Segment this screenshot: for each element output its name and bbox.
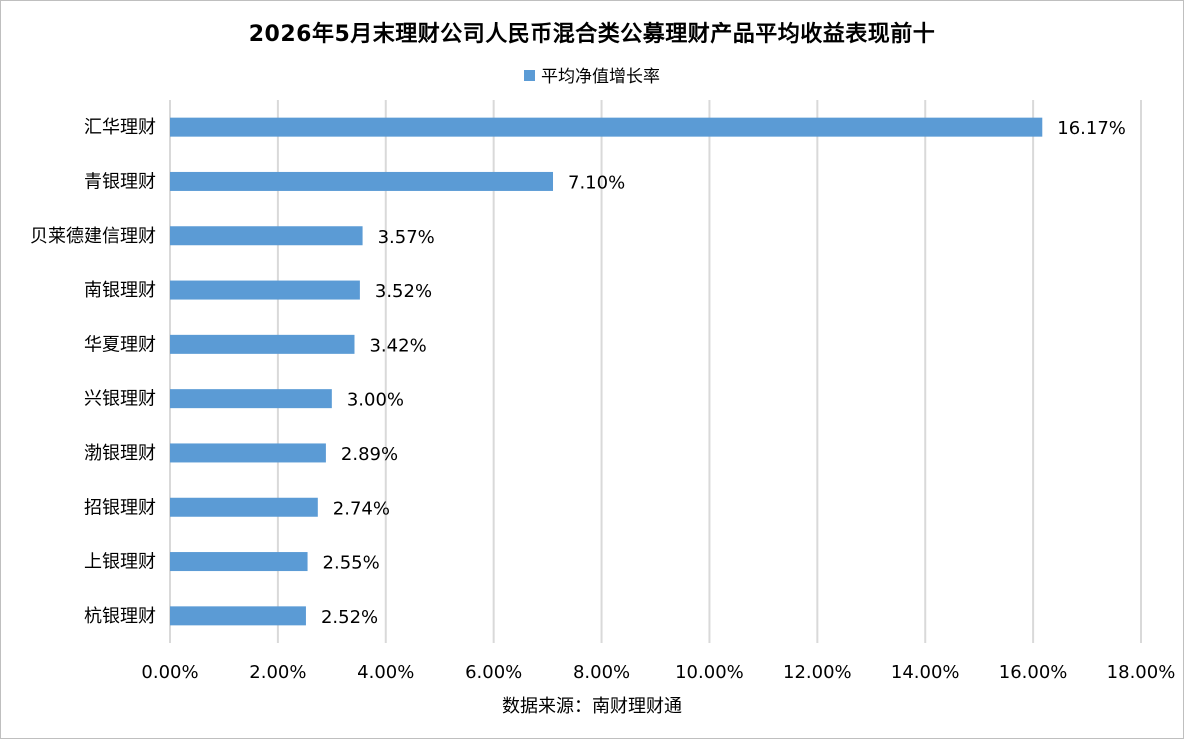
x-tick-label: 12.00% [783,662,852,683]
bar [170,552,308,572]
x-tick-label: 16.00% [999,662,1068,683]
category-label: 兴银理财 [84,389,156,410]
x-tick-label: 14.00% [891,662,960,683]
data-label: 3.52% [375,281,432,302]
bar [170,606,306,626]
bar [170,226,363,246]
data-label: 16.17% [1057,118,1126,139]
x-tick-label: 18.00% [1107,662,1176,683]
bar [170,334,355,354]
data-label: 2.52% [321,607,378,628]
x-tick-label: 6.00% [465,662,522,683]
bar [170,171,554,191]
chart-title: 2026年5月末理财公司人民币混合类公募理财产品平均收益表现前十 [248,22,936,47]
legend-swatch [524,69,535,81]
chart-legend: 平均净值增长率 [0,62,1184,87]
category-label: 杭银理财 [84,606,156,627]
data-label: 2.89% [341,444,398,465]
category-label: 汇华理财 [84,117,156,138]
category-label: 南银理财 [84,280,156,301]
category-label: 上银理财 [84,552,156,573]
x-tick-label: 4.00% [357,662,414,683]
x-tick-label: 0.00% [141,662,198,683]
category-label: 贝莱德建信理财 [30,226,156,247]
bar [170,497,318,517]
bar [170,443,326,463]
x-tick-label: 2.00% [249,662,306,683]
data-label: 7.10% [568,172,625,193]
source-note: 数据来源：南财理财通 [502,696,682,717]
x-tick-label: 8.00% [573,662,630,683]
x-tick-label: 10.00% [675,662,744,683]
data-label: 2.55% [323,553,380,574]
data-label: 3.00% [347,390,404,411]
bar [170,117,1043,137]
data-label: 2.74% [333,498,390,519]
bar [170,389,332,409]
category-label: 招银理财 [84,497,156,518]
category-label: 华夏理财 [84,334,156,355]
legend-entry: 平均净值增长率 [541,67,660,87]
category-label: 青银理财 [84,171,156,192]
category-label: 渤银理财 [84,443,156,464]
bar [170,280,360,300]
data-label: 3.42% [369,335,426,356]
data-label: 3.57% [378,227,435,248]
